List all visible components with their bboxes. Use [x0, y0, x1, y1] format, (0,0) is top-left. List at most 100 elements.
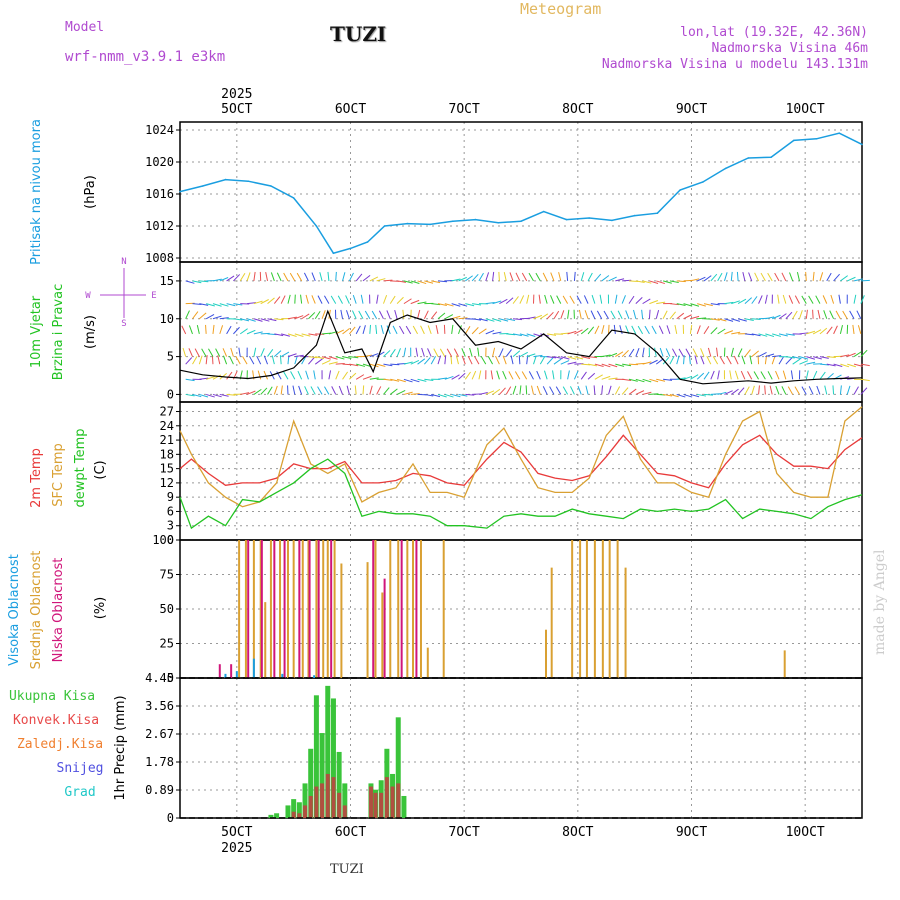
y-tick-label: 18	[160, 447, 174, 461]
y-tick-label: 0.89	[145, 783, 174, 797]
wind-barb	[581, 328, 588, 334]
wind-barb	[227, 372, 232, 379]
wind-barb	[322, 310, 325, 318]
wind-barb	[761, 273, 765, 281]
wind-barb	[454, 349, 458, 357]
wind-barb	[820, 372, 825, 379]
wind-barb	[704, 276, 711, 281]
wind-barb	[529, 371, 533, 379]
wind-barb	[465, 372, 470, 379]
wind-barb	[697, 325, 700, 333]
wind-barb	[759, 295, 763, 303]
pressure-point	[748, 157, 750, 159]
wind-barb	[424, 357, 430, 364]
wind-barb	[854, 295, 856, 304]
pressure-point	[657, 212, 659, 214]
x-tick-label-top: 9OCT	[676, 102, 707, 117]
x-tick-label-top: 5OCT	[221, 102, 252, 117]
compass-s: S	[121, 319, 126, 329]
wind-barb	[584, 295, 588, 303]
wind-barb	[243, 356, 248, 364]
wind-barb	[643, 299, 651, 304]
wind-barb	[268, 298, 275, 304]
wind-barb	[611, 311, 615, 319]
wind-barb	[765, 295, 767, 304]
wind-barb	[594, 385, 595, 394]
y-tick-label: 75	[160, 568, 174, 582]
wind-barb	[208, 349, 213, 357]
precip-unit: 1hr Precip (mm)	[113, 695, 128, 800]
wind-barb	[799, 310, 802, 319]
year-label-bottom: 2025	[221, 841, 252, 856]
wind-barb	[239, 348, 240, 357]
wind-barb	[416, 348, 418, 357]
wind-barb	[670, 312, 676, 319]
wind-barb	[568, 370, 570, 379]
wind-barb	[193, 356, 198, 364]
wind-barb	[745, 387, 749, 395]
wind-barb	[539, 295, 540, 304]
wind-ylabel-sub: Brzina i Pravac	[51, 284, 66, 381]
pressure-point	[611, 220, 613, 222]
pressure-point	[770, 156, 772, 158]
pressure-point	[816, 138, 818, 140]
x-tick-label-bottom: 9OCT	[676, 825, 707, 840]
y-tick-label: 15	[160, 462, 174, 476]
wind-barb	[406, 326, 411, 334]
wind-barb	[365, 311, 370, 319]
wind-barb	[557, 296, 561, 304]
wind-barb	[266, 272, 268, 281]
temp-unit: (C)	[93, 460, 108, 479]
wind-barb	[797, 272, 799, 281]
wind-barb	[261, 348, 265, 356]
precip-conv-bar	[314, 787, 318, 818]
wind-barb	[193, 312, 198, 319]
wind-barb	[730, 370, 732, 379]
wind-barb	[284, 273, 288, 281]
wind-barb	[302, 314, 310, 319]
wind-barb	[677, 356, 679, 365]
cloud-unit: (%)	[93, 597, 108, 620]
wind-barb	[479, 329, 486, 334]
wind-barb	[332, 386, 336, 394]
precip-conv-bar	[374, 793, 378, 818]
precip-legend-item: Ukupna Kisa	[9, 689, 95, 704]
wind-barb	[843, 311, 848, 319]
wind-barb	[527, 295, 529, 304]
wind-barb	[847, 386, 850, 395]
dewpt-ylabel: dewpt Temp	[73, 428, 88, 507]
pressure-point	[333, 252, 335, 254]
wind-barb	[629, 349, 634, 357]
pressure-point	[293, 197, 295, 199]
wind-barb	[727, 356, 731, 364]
wind-barb	[499, 272, 500, 281]
wind-barb	[586, 386, 588, 395]
wind-barb	[545, 295, 547, 304]
wind-barb	[602, 276, 609, 281]
wind-barb	[383, 350, 390, 356]
wind-barb	[718, 370, 720, 379]
pressure-point	[838, 132, 840, 134]
wind-barb	[690, 325, 691, 334]
pressure-point	[247, 180, 249, 182]
wind-barb	[765, 385, 766, 394]
wind-barb	[827, 327, 832, 334]
wind-barb	[543, 273, 547, 281]
wind-barb	[339, 386, 342, 394]
wind-barb	[840, 325, 842, 334]
wind-barb	[684, 315, 692, 319]
temp-line-2	[180, 459, 862, 528]
wind-barb	[206, 325, 207, 334]
wind-barb	[331, 296, 336, 304]
pressure-point	[634, 215, 636, 217]
wind-barb	[272, 355, 274, 364]
wind-barb	[642, 310, 643, 319]
wind-barb	[591, 311, 595, 319]
panel-frame	[180, 402, 862, 540]
wind-barb	[536, 273, 540, 281]
wind-barb	[532, 386, 534, 395]
wind-barb	[390, 296, 395, 304]
wind-barb	[741, 371, 745, 379]
wind-barb	[189, 348, 193, 356]
wind-barb	[622, 295, 625, 303]
